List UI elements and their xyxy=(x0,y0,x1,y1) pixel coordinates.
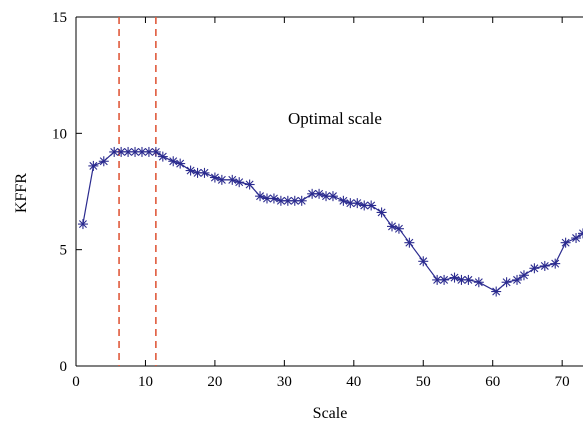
y-tick-label-5: 5 xyxy=(60,243,68,259)
data-point xyxy=(268,193,279,204)
data-point xyxy=(234,177,245,188)
y-axis-label: KFFR xyxy=(13,173,30,213)
data-point xyxy=(393,223,404,234)
x-tick-label-10: 10 xyxy=(138,374,153,390)
x-axis-label: Scale xyxy=(313,405,348,422)
data-point xyxy=(216,174,227,185)
data-point xyxy=(366,200,377,211)
data-point xyxy=(255,191,266,202)
data-point xyxy=(463,274,474,285)
x-tick-label-70: 70 xyxy=(555,374,570,390)
data-point xyxy=(77,219,88,230)
data-point xyxy=(501,277,512,288)
data-point xyxy=(571,233,582,244)
data-point xyxy=(227,174,238,185)
data-point xyxy=(327,191,338,202)
x-tick-label-20: 20 xyxy=(207,374,222,390)
ticks-layer: 0 10 20 30 40 50 60 70 0 5 10 15 xyxy=(52,10,570,390)
x-tick-label-50: 50 xyxy=(416,374,431,390)
data-point xyxy=(338,195,349,206)
data-point xyxy=(404,237,415,248)
x-tick-label-40: 40 xyxy=(346,374,361,390)
data-point xyxy=(282,195,293,206)
data-point xyxy=(150,146,161,157)
data-point xyxy=(529,263,540,274)
plot-frame xyxy=(75,16,583,367)
data-point xyxy=(491,286,502,297)
data-point xyxy=(418,256,429,267)
data-point xyxy=(175,158,186,169)
data-point xyxy=(130,146,141,157)
data-point xyxy=(518,270,529,281)
data-point xyxy=(209,172,220,183)
data-point xyxy=(185,165,196,176)
data-point xyxy=(168,156,179,167)
data-point xyxy=(98,156,109,167)
data-point xyxy=(456,274,467,285)
series-line xyxy=(82,151,583,293)
data-point xyxy=(449,272,460,283)
x-tick-label-30: 30 xyxy=(277,374,292,390)
data-point xyxy=(387,221,398,232)
reference-lines xyxy=(118,17,157,366)
data-point xyxy=(88,160,99,171)
data-point xyxy=(439,274,450,285)
data-point xyxy=(244,179,255,190)
annotation-optimal-scale: Optimal scale xyxy=(288,109,382,128)
y-tick-label-0: 0 xyxy=(60,359,68,375)
y-tick-label-15: 15 xyxy=(52,10,67,26)
x-tick-label-0: 0 xyxy=(72,374,80,390)
data-point xyxy=(296,195,307,206)
data-point xyxy=(578,228,583,239)
data-point xyxy=(376,207,387,218)
data-point xyxy=(473,277,484,288)
data-point xyxy=(550,258,561,269)
data-point xyxy=(109,146,120,157)
data-point xyxy=(539,260,550,271)
series-layer xyxy=(77,146,583,297)
data-point xyxy=(512,274,523,285)
data-point xyxy=(352,198,363,209)
data-point xyxy=(321,191,332,202)
x-tick-label-60: 60 xyxy=(485,374,500,390)
data-point xyxy=(199,167,210,178)
data-point xyxy=(157,151,168,162)
data-point xyxy=(560,237,571,248)
y-tick-label-10: 10 xyxy=(52,126,67,142)
data-point xyxy=(314,188,325,199)
